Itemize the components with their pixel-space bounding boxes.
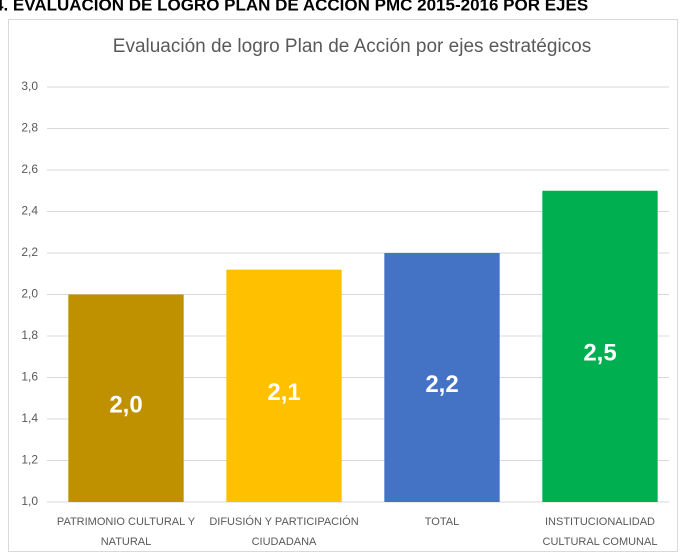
- y-tick-label: 1,8: [21, 328, 38, 342]
- y-tick-label: 1,0: [21, 494, 38, 508]
- x-tick-label: CULTURAL COMUNAL: [543, 536, 658, 548]
- y-tick-label: 2,0: [21, 287, 38, 301]
- data-label: 2,0: [109, 392, 142, 419]
- bar: [542, 190, 658, 502]
- y-tick-label: 3,0: [21, 79, 38, 93]
- bar: [68, 294, 184, 502]
- data-label: 2,5: [583, 340, 616, 367]
- y-tick-label: 1,4: [21, 411, 38, 425]
- x-tick-label: CIUDADANA: [252, 536, 317, 548]
- data-label: 2,1: [267, 379, 300, 406]
- chart-title: Evaluación de logro Plan de Acción por e…: [113, 36, 591, 57]
- x-tick-label: PATRIMONIO CULTURAL Y: [57, 516, 196, 528]
- page-heading: 4. EVALUACION DE LOGRO PLAN DE ACCION PM…: [0, 0, 588, 14]
- bar: [384, 253, 500, 502]
- x-tick-label: NATURAL: [101, 536, 152, 548]
- y-tick-label: 2,8: [21, 121, 38, 135]
- bar: [226, 269, 342, 502]
- y-tick-label: 1,2: [21, 453, 38, 467]
- chart-border: [8, 19, 678, 552]
- x-tick-label: DIFUSIÓN Y PARTICIPACIÓN: [209, 515, 358, 528]
- y-tick-label: 2,6: [21, 162, 38, 176]
- y-tick-label: 2,4: [21, 204, 38, 218]
- data-label: 2,2: [425, 371, 458, 398]
- y-tick-label: 2,2: [21, 245, 38, 259]
- y-tick-label: 1,6: [21, 370, 38, 384]
- x-tick-label: TOTAL: [425, 516, 459, 528]
- x-tick-label: INSTITUCIONALIDAD: [545, 516, 655, 528]
